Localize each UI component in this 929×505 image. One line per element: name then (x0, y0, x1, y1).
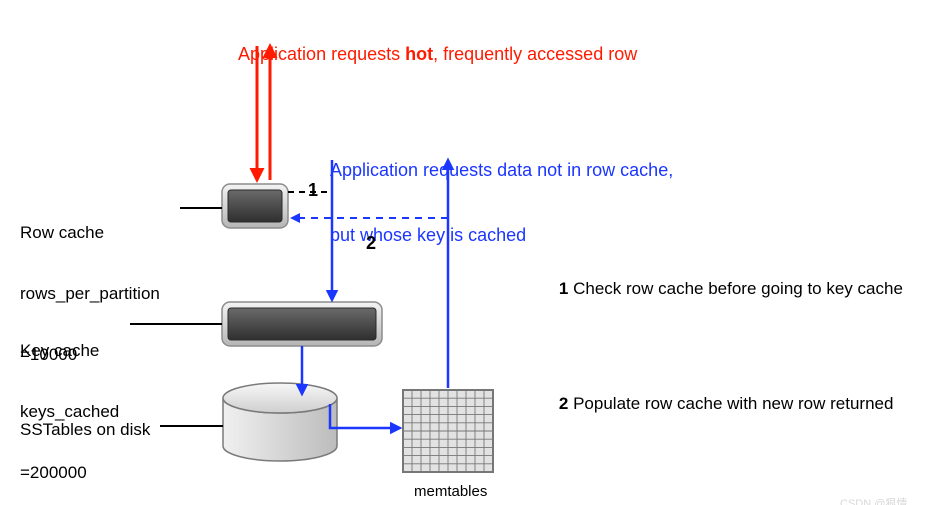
legend: 1 Check row cache before going to key ca… (540, 209, 903, 461)
key-cache-label: Key cache keys_cached =200000 (20, 300, 119, 504)
legend-line1: 1 Check row cache before going to key ca… (540, 255, 903, 324)
arrow-label-1: 1 (308, 180, 318, 202)
key-cache-line1: Key cache (20, 341, 119, 361)
legend-line2: 2 Populate row cache with new row return… (540, 370, 903, 439)
title-pre: Application requests (238, 44, 405, 64)
title-hot-request: Application requests hot, frequently acc… (229, 22, 637, 65)
title-bold: hot (405, 44, 433, 64)
title-post: , frequently accessed row (433, 44, 637, 64)
sstables-label: SSTables on disk (20, 420, 150, 440)
blue-title-line1: Application requests data not in row cac… (330, 160, 673, 182)
row-cache-line1: Row cache (20, 223, 160, 243)
legend-text-1: Check row cache before going to key cach… (568, 279, 903, 298)
arrow-label-2: 2 (366, 233, 376, 255)
legend-num-2: 2 (559, 394, 568, 413)
key-cache-line3: =200000 (20, 463, 119, 483)
legend-text-2: Populate row cache with new row returned (568, 394, 893, 413)
legend-num-1: 1 (559, 279, 568, 298)
memtables-label: memtables (414, 483, 487, 501)
watermark: CSDN @狠情 (840, 495, 907, 505)
